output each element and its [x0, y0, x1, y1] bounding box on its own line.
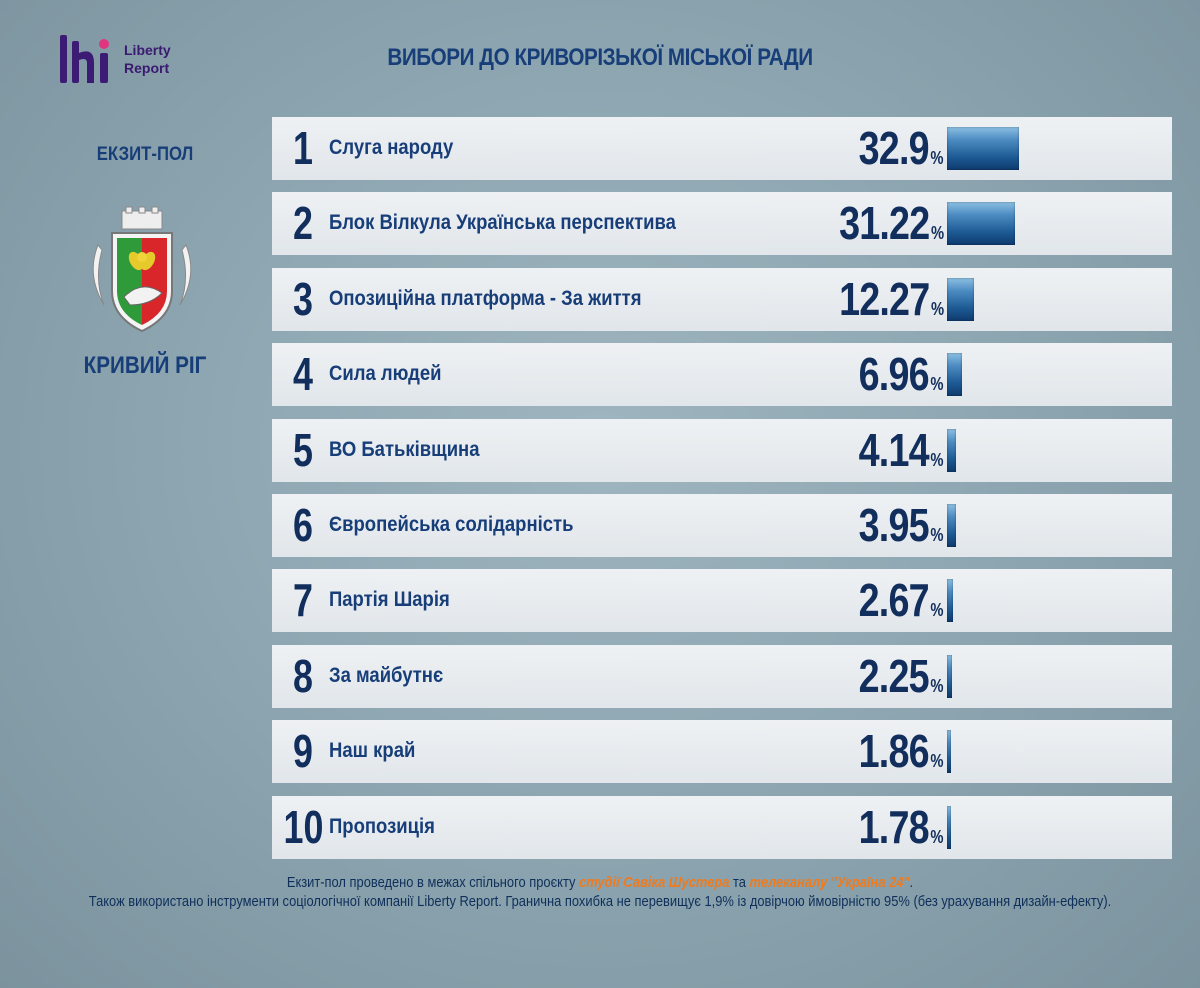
percent-sign: %: [930, 374, 944, 395]
value-number: 2.25: [859, 649, 930, 702]
result-row: 2 Блок Вілкула Українська перспектива 31.2…: [272, 192, 1172, 256]
value-number: 12.27: [838, 272, 930, 325]
rank-number: 2: [293, 197, 313, 250]
result-bar: [947, 504, 956, 547]
percent-sign: %: [930, 148, 944, 168]
percent-sign: %: [930, 600, 944, 621]
result-bar: [947, 730, 952, 774]
rank-number: 5: [293, 423, 313, 476]
footnote-channel-name: телеканалу "Україна 24": [749, 874, 910, 891]
exit-poll-label: ЕКЗИТ-ПОЛ: [96, 144, 194, 165]
percent-sign: %: [930, 223, 944, 244]
result-bar: [947, 277, 974, 321]
rank-number: 8: [293, 649, 313, 702]
value-label: 1.78%: [859, 800, 944, 854]
party-name: ВО Батьківщина: [329, 437, 480, 461]
result-bar: [947, 127, 1019, 170]
logo-line1: Liberty: [124, 42, 171, 58]
footnote-text-mid: та: [729, 874, 750, 891]
result-row: 5 ВО Батьківщина 4.14%: [272, 418, 1172, 482]
party-name: Опозиційна платформа - За життя: [329, 286, 642, 310]
result-row: 7 Партія Шарія 2.67%: [272, 569, 1172, 633]
party-name: Сила людей: [329, 362, 442, 386]
value-number: 6.96: [859, 348, 930, 401]
coat-of-arms-icon: [92, 206, 192, 333]
result-row: 3 Опозиційна платформа - За життя 12.27%: [272, 267, 1172, 331]
footnote-line-1: Екзит-пол проведено в межах спільного пр…: [84, 873, 1116, 892]
party-name: Наш край: [329, 739, 416, 763]
value-label: 12.27%: [839, 272, 944, 326]
result-row: 6 Європейська солідарність 3.95%: [272, 494, 1172, 557]
party-name: Слуга народу: [329, 136, 454, 159]
party-name: Партія Шарія: [329, 588, 450, 612]
result-bar: [947, 353, 963, 397]
rank-number: 10: [283, 800, 324, 853]
result-bar: [947, 654, 952, 698]
city-name: КРИВИЙ РІГ: [83, 352, 207, 379]
rank-number: 1: [293, 122, 313, 174]
party-name: Європейська солідарність: [329, 513, 574, 536]
value-label: 2.67%: [859, 573, 944, 627]
rank-number: 4: [293, 348, 313, 401]
footnote-text-pre: Екзит-пол проведено в межах спільного пр…: [286, 874, 580, 891]
rank-number: 6: [293, 499, 313, 551]
value-number: 32.9: [859, 122, 930, 174]
result-row: 8 За майбутнє 2.25%: [272, 644, 1172, 708]
logo-line2: Report: [124, 60, 170, 76]
value-label: 6.96%: [859, 347, 944, 401]
rank-number: 7: [293, 574, 313, 627]
rank-number: 3: [293, 272, 313, 325]
value-label: 32.9%: [859, 121, 944, 175]
result-bar: [947, 428, 957, 472]
result-row: 10 Пропозиція 1.78%: [272, 795, 1172, 859]
liberty-report-logo-icon: [60, 35, 109, 83]
value-number: 3.95: [859, 499, 930, 551]
value-label: 1.86%: [859, 724, 944, 778]
logo-text: Liberty Report: [124, 41, 171, 77]
result-bar: [947, 805, 951, 849]
value-label: 31.22%: [839, 196, 944, 250]
value-number: 31.22: [838, 197, 930, 250]
value-label: 4.14%: [859, 423, 944, 477]
value-number: 1.86: [859, 725, 930, 778]
footnote-line-2: Також використано інструменти соціологіч…: [88, 893, 1112, 910]
percent-sign: %: [930, 751, 944, 772]
result-row: 1 Слуга народу 32.9%: [272, 117, 1172, 180]
percent-sign: %: [930, 826, 944, 847]
value-label: 3.95%: [859, 498, 944, 552]
value-number: 2.67: [859, 574, 930, 627]
result-bar: [947, 579, 953, 623]
percent-sign: %: [930, 525, 944, 545]
footnote-studio-name: студії Савіка Шустера: [579, 874, 730, 891]
footnote: Екзит-пол проведено в межах спільного пр…: [0, 873, 1200, 911]
percent-sign: %: [930, 449, 944, 470]
value-number: 1.78: [859, 800, 930, 853]
footnote-text-post: .: [909, 874, 914, 891]
result-row: 9 Наш край 1.86%: [272, 720, 1172, 784]
party-name: За майбутнє: [329, 663, 444, 687]
value-label: 2.25%: [859, 649, 944, 703]
party-name: Блок Вілкула Українська перспектива: [329, 211, 676, 235]
rank-number: 9: [293, 725, 313, 778]
brand-logo: Liberty Report: [58, 33, 171, 85]
value-number: 4.14: [859, 423, 930, 476]
party-name: Пропозиція: [329, 814, 435, 838]
page-title: ВИБОРИ ДО КРИВОРІЗЬКОЇ МІСЬКОЇ РАДИ: [387, 44, 813, 71]
result-row: 4 Сила людей 6.96%: [272, 343, 1172, 407]
result-bar: [947, 202, 1016, 246]
percent-sign: %: [930, 675, 944, 696]
percent-sign: %: [930, 298, 944, 319]
